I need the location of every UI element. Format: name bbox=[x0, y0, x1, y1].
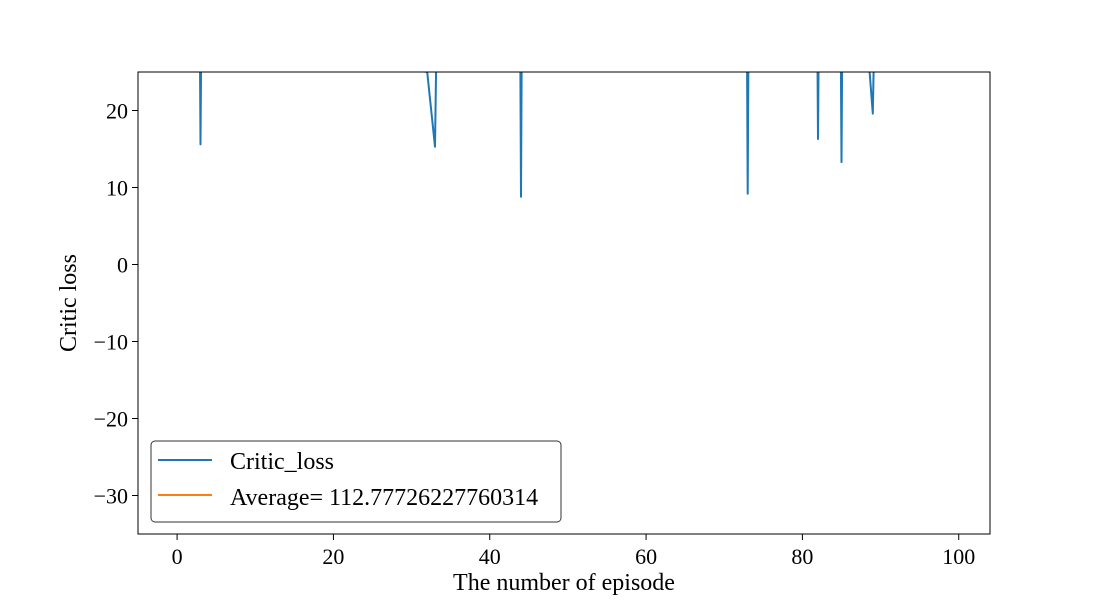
y-axis-label: Critic loss bbox=[56, 254, 82, 352]
y-tick-label: −10 bbox=[94, 330, 128, 355]
y-tick-label: −30 bbox=[94, 484, 128, 509]
x-tick-label: 20 bbox=[322, 544, 344, 569]
series-layer bbox=[199, 72, 875, 198]
legend-entry-average: Average= 112.77726227760314 bbox=[230, 485, 538, 511]
x-tick-label: 100 bbox=[942, 544, 975, 569]
x-axis: 0 20 40 60 80 100 bbox=[172, 534, 975, 569]
y-tick-label: 20 bbox=[106, 99, 128, 124]
plot-frame bbox=[137, 71, 991, 535]
x-tick-label: 80 bbox=[791, 544, 813, 569]
x-axis-label: The number of episode bbox=[453, 570, 675, 596]
x-tick-label: 60 bbox=[635, 544, 657, 569]
y-axis: 20 10 0 −10 −20 −30 bbox=[94, 99, 138, 509]
legend-entry-critic-loss: Critic_loss bbox=[230, 449, 334, 475]
legend: Critic_loss Average= 112.77726227760314 bbox=[150, 440, 562, 523]
series-critic-loss-line bbox=[199, 72, 875, 198]
x-tick-label: 40 bbox=[479, 544, 501, 569]
y-tick-label: −20 bbox=[94, 407, 128, 432]
x-tick-label: 0 bbox=[172, 544, 183, 569]
y-tick-label: 0 bbox=[117, 253, 128, 278]
legend-box bbox=[150, 440, 562, 523]
y-tick-label: 10 bbox=[106, 176, 128, 201]
